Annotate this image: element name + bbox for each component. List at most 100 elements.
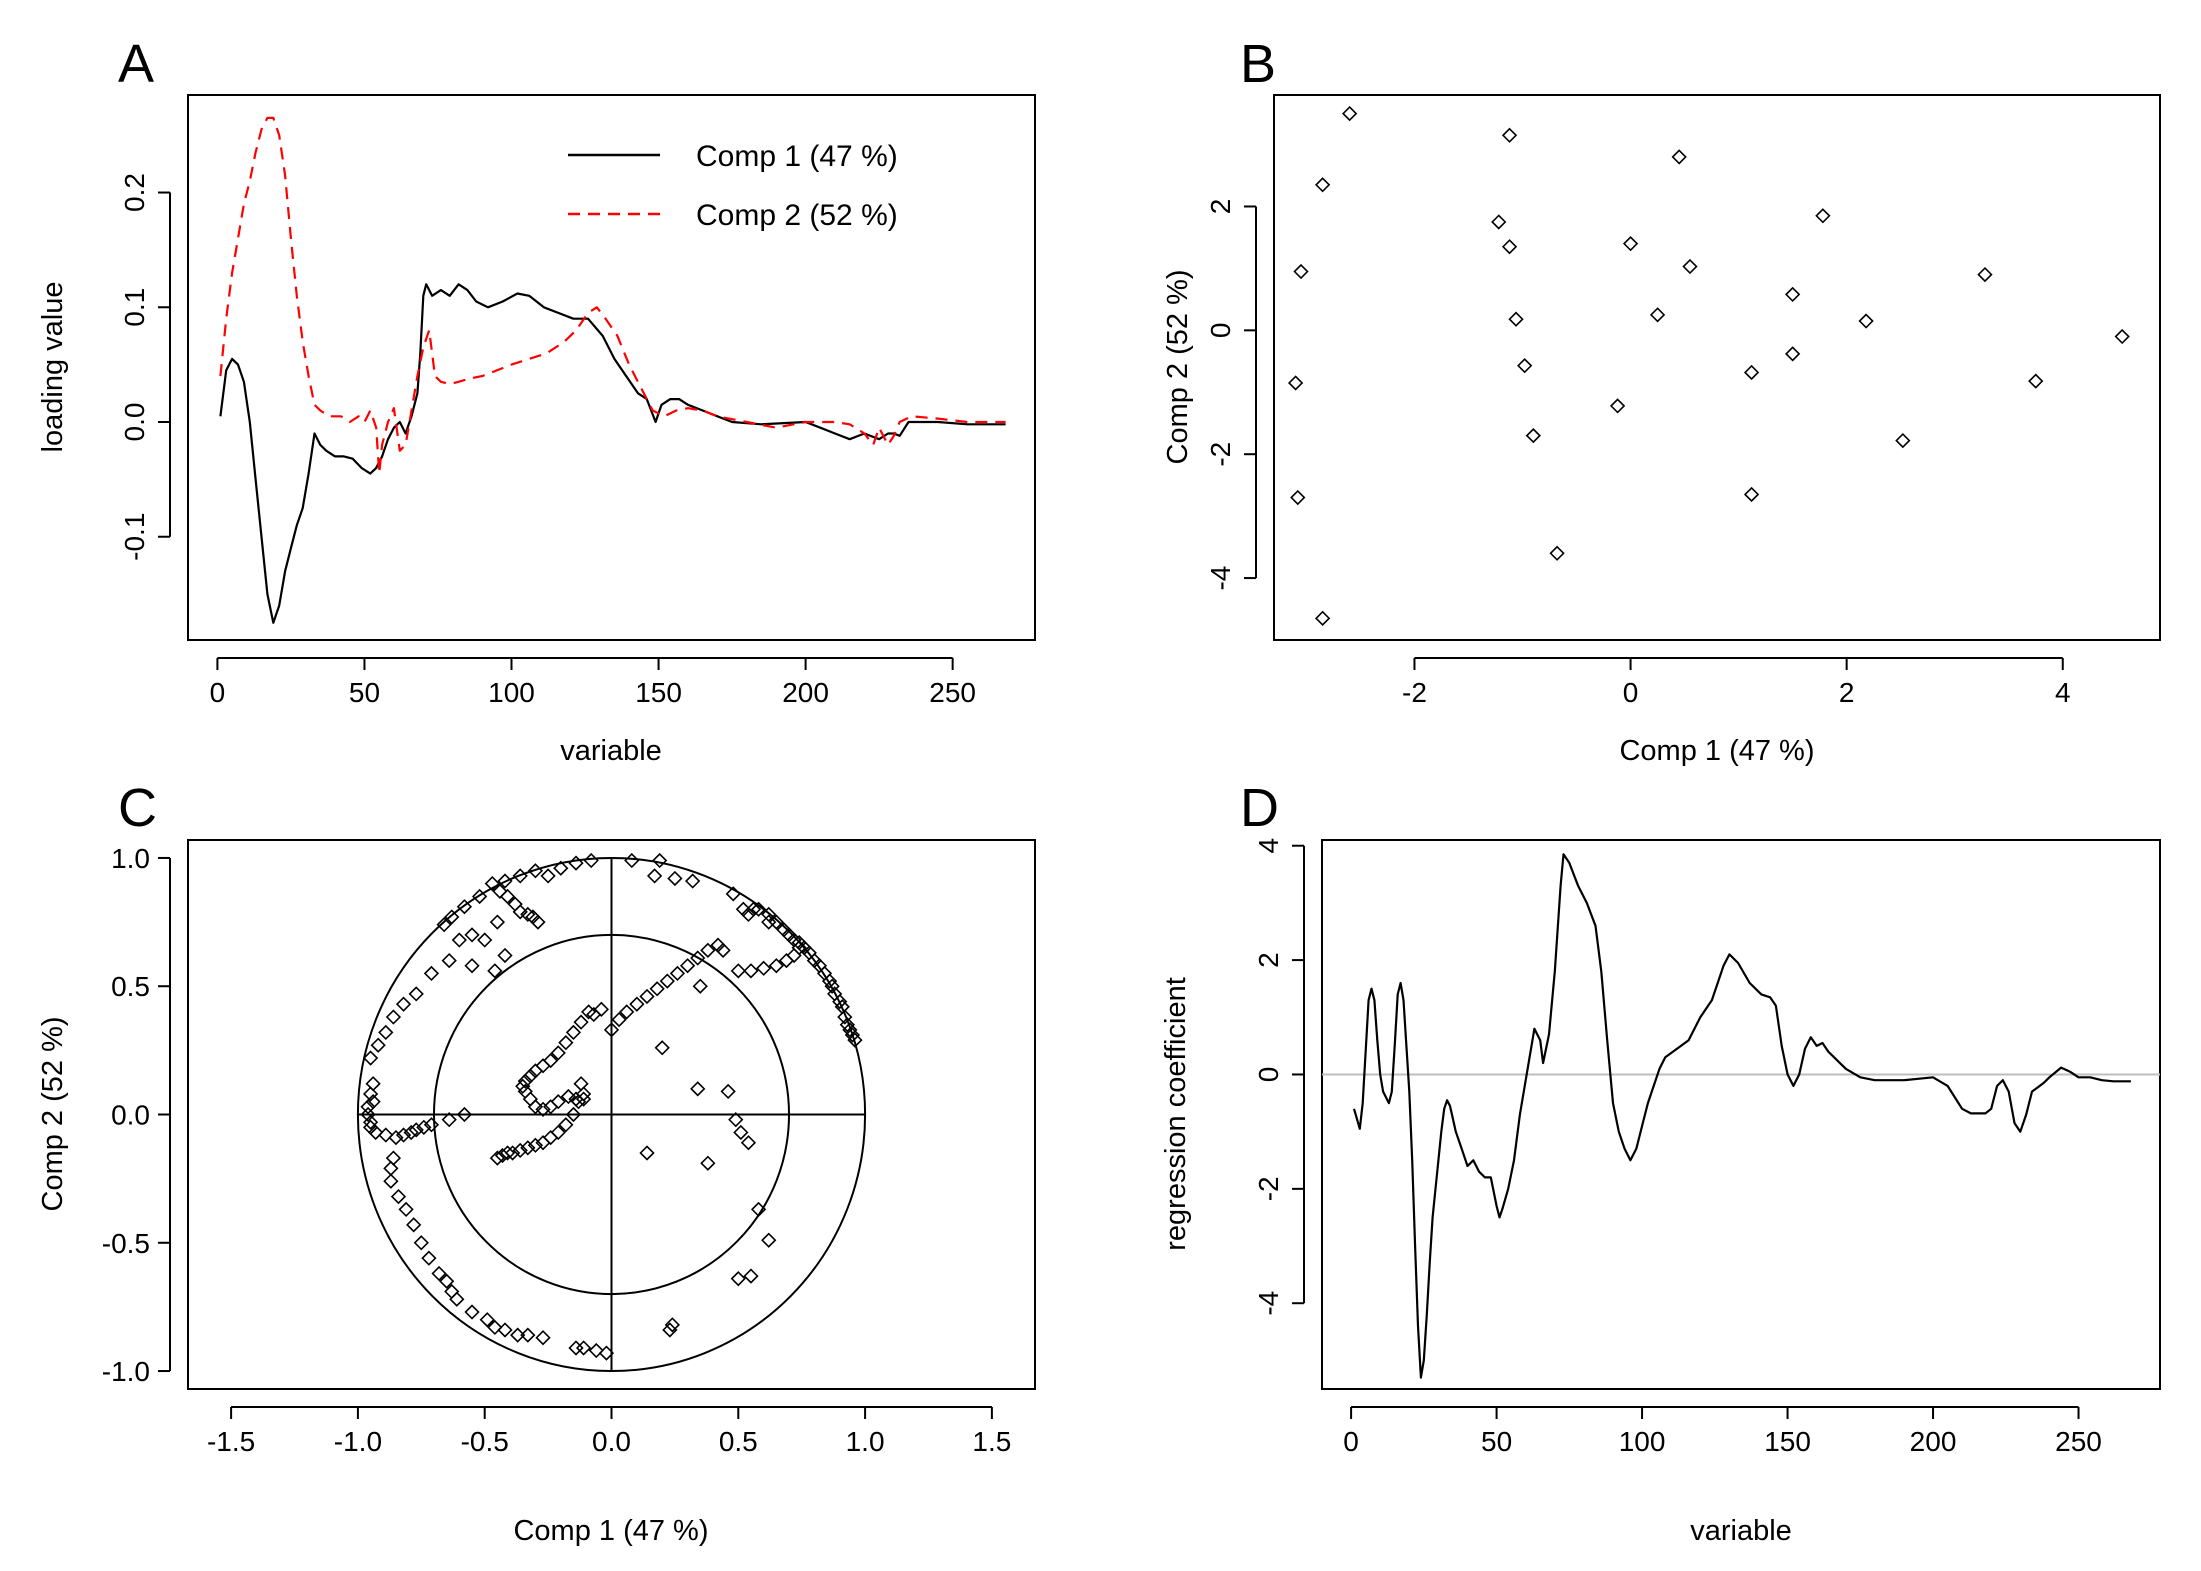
points-group — [360, 852, 863, 1361]
data-point — [558, 1035, 574, 1051]
x-tick-label: -2 — [1402, 677, 1427, 708]
data-point — [740, 906, 757, 923]
data-point — [456, 899, 473, 915]
y-tick-label: -1.0 — [102, 1356, 150, 1387]
data-point — [720, 1083, 736, 1100]
series-line-comp2 — [219, 116, 1006, 475]
data-point — [654, 1040, 670, 1056]
data-point — [1508, 311, 1524, 327]
data-point — [408, 986, 424, 1002]
series-line-comp1 — [219, 283, 1006, 624]
data-point — [847, 1032, 863, 1048]
data-point — [406, 1217, 422, 1233]
plot-frame — [187, 94, 1036, 641]
data-point — [456, 1106, 473, 1123]
data-point — [540, 868, 556, 884]
data-point — [679, 958, 696, 974]
data-point — [360, 1106, 376, 1123]
data-point — [527, 863, 544, 879]
data-point — [730, 963, 746, 979]
data-point — [1609, 398, 1626, 414]
data-point — [479, 1312, 495, 1328]
x-axis: -2 0 2 4 — [1402, 657, 2071, 708]
data-point — [512, 904, 528, 920]
x-tick-label: 150 — [635, 677, 682, 708]
y-axis-title: Comp 2 (52 %) — [1162, 269, 1194, 464]
legend: Comp 1 (47 %) Comp 2 (52 %) — [568, 140, 898, 232]
data-point — [560, 1088, 577, 1105]
data-point — [1895, 432, 1911, 449]
y-axis-title: regression coefficient — [1160, 977, 1192, 1251]
y-tick-label: 0.2 — [119, 173, 150, 212]
data-point — [568, 855, 584, 871]
data-point — [385, 1150, 402, 1166]
data-point — [667, 870, 683, 887]
data-point — [362, 1050, 379, 1066]
y-tick-label: 4 — [1253, 838, 1284, 854]
series-group — [219, 116, 1006, 624]
x-tick-label: 200 — [1910, 1426, 1957, 1457]
data-point — [543, 1099, 559, 1115]
data-point — [378, 1127, 394, 1143]
data-point — [550, 1094, 566, 1110]
x-tick-label: 100 — [1619, 1426, 1666, 1457]
data-point — [550, 1124, 566, 1141]
panel-letter-a: A — [118, 34, 154, 94]
x-tick-label: -1.0 — [334, 1426, 382, 1457]
data-point — [588, 1342, 604, 1359]
y-tick-label: -0.1 — [119, 513, 150, 561]
y-tick-label: -2 — [1253, 1176, 1284, 1201]
data-point — [368, 1124, 384, 1141]
data-point — [750, 1201, 767, 1218]
y-axis-title: loading value — [37, 282, 69, 453]
y-axis: -1.0 -0.5 0.0 0.5 1.0 — [102, 843, 171, 1387]
data-point — [700, 1155, 716, 1171]
data-point — [832, 993, 848, 1010]
y-axis: -4 -2 0 2 — [1205, 199, 1257, 591]
panel-letter-d: D — [1240, 778, 1279, 838]
x-tick-label: 150 — [1764, 1426, 1811, 1457]
data-point — [603, 1022, 620, 1038]
data-point — [451, 932, 467, 948]
data-point — [390, 1188, 407, 1205]
data-point — [487, 1319, 503, 1336]
data-point — [669, 965, 686, 982]
x-tick-label: -1.5 — [207, 1426, 255, 1457]
data-point — [370, 1037, 386, 1053]
data-point — [499, 888, 516, 905]
data-point — [750, 901, 767, 917]
y-axis: -0.1 0.0 0.1 0.2 — [119, 173, 171, 561]
data-point — [2114, 328, 2130, 345]
x-tick-label: 0 — [1343, 1426, 1359, 1457]
data-point — [1549, 545, 1565, 561]
data-point — [499, 1145, 516, 1161]
y-tick-label: 2 — [1253, 952, 1284, 968]
data-point — [844, 1027, 861, 1043]
data-point — [1743, 364, 1760, 381]
data-point — [543, 1052, 559, 1069]
data-point — [690, 1081, 706, 1097]
data-point — [839, 1017, 855, 1033]
data-point — [464, 1304, 480, 1320]
data-point — [646, 868, 663, 884]
data-point — [1517, 358, 1533, 374]
x-axis-title: Comp 1 (47 %) — [1619, 735, 1814, 767]
panel-a-loading-plot: 0 50 100 150 200 250 -0.1 0.0 0.1 0.2 Comp 1 (47… — [37, 94, 1036, 767]
data-point — [1491, 214, 1507, 230]
data-point — [360, 1099, 376, 1115]
data-point — [436, 917, 452, 933]
x-tick-label: 1.5 — [972, 1426, 1011, 1457]
data-point — [690, 950, 706, 966]
data-point — [362, 1086, 379, 1102]
y-tick-label: 0 — [1253, 1067, 1284, 1083]
data-point — [733, 1124, 749, 1141]
data-point — [837, 1009, 853, 1025]
data-point — [517, 1073, 533, 1089]
data-point — [659, 973, 675, 989]
data-point — [761, 1232, 777, 1248]
data-point — [743, 1268, 759, 1284]
data-point — [464, 958, 480, 974]
data-point — [629, 996, 645, 1012]
data-point — [484, 875, 500, 892]
panel-d-regression-coefficients: 0 50 100 150 200 250 -4 -2 0 2 4 variable regress… — [1160, 838, 2161, 1547]
